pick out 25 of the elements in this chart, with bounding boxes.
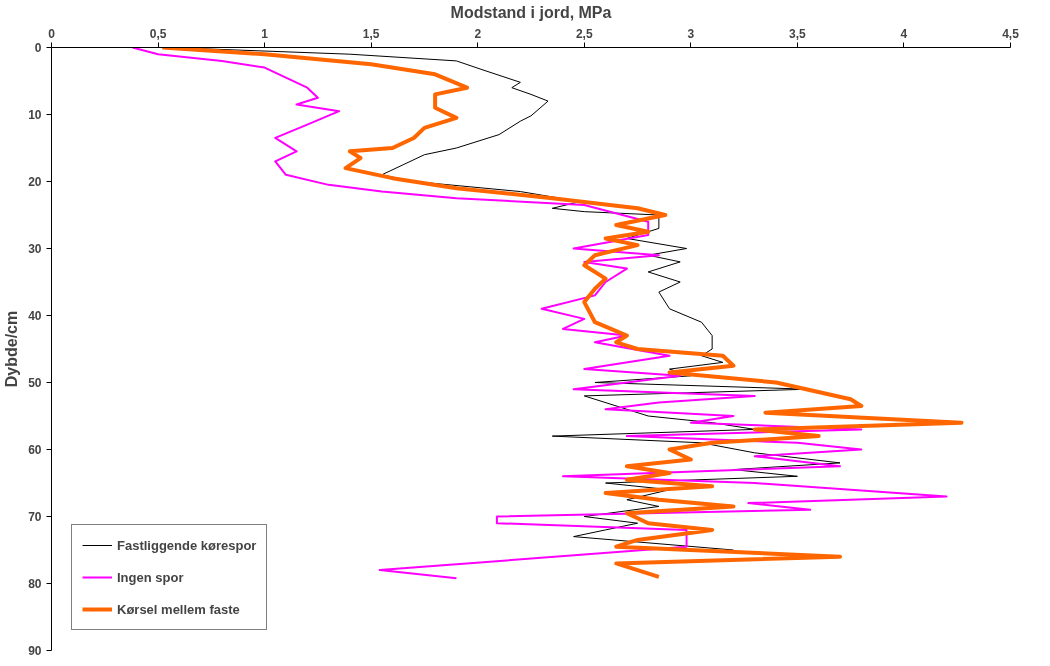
y-tick-label: 0 — [34, 41, 42, 55]
legend-label: Kørsel mellem faste — [117, 601, 240, 617]
y-tick-label: 60 — [28, 443, 42, 457]
x-axis-title: Modstand i jord, MPa — [450, 3, 612, 21]
x-tick-label: 4 — [900, 26, 908, 41]
y-tick-label: 30 — [28, 242, 42, 256]
x-tick-label: 3 — [687, 26, 695, 41]
y-tick-label: 20 — [28, 175, 42, 189]
x-tick-label: 0,5 — [149, 26, 167, 41]
x-tick-label: 0 — [48, 26, 56, 41]
y-tick-label: 40 — [28, 309, 42, 323]
y-tick-label: 10 — [28, 108, 42, 122]
y-axis-title: Dybde/cm — [3, 310, 21, 388]
y-tick-label: 80 — [28, 577, 42, 591]
x-tick-label: 1 — [261, 26, 269, 41]
x-tick-label: 3,5 — [789, 26, 807, 41]
x-tick-label: 2,5 — [575, 26, 593, 41]
x-tick-label: 2 — [474, 26, 482, 41]
y-tick-label: 50 — [28, 376, 42, 390]
y-tick-label: 70 — [28, 510, 42, 524]
y-tick-label: 90 — [28, 644, 42, 658]
legend-label: Ingen spor — [117, 569, 184, 585]
x-tick-label: 4,5 — [1002, 26, 1020, 41]
x-tick-label: 1,5 — [362, 26, 380, 41]
legend-label: Fastliggende kørespor — [117, 537, 257, 553]
